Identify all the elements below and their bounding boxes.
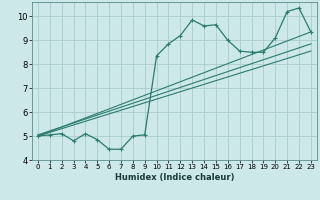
X-axis label: Humidex (Indice chaleur): Humidex (Indice chaleur) — [115, 173, 234, 182]
